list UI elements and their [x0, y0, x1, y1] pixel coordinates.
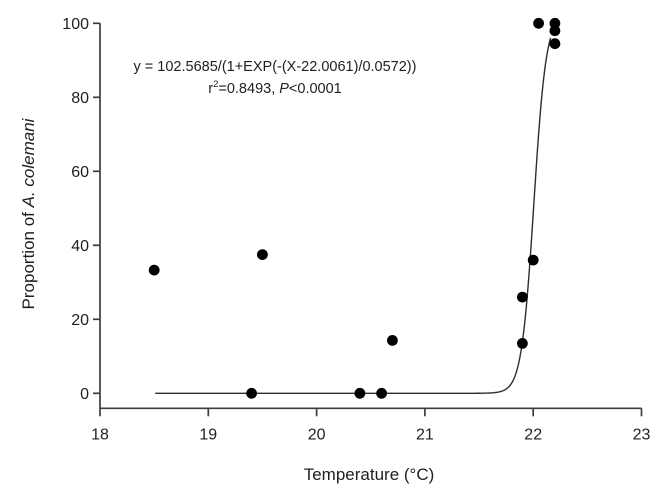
x-axis-title: Temperature (°C) [303, 465, 435, 484]
data-point-1 [246, 387, 257, 399]
y-tick-label-80: 80 [71, 90, 89, 107]
x-tick-label-18: 18 [91, 426, 109, 443]
y-tick-label-100: 100 [62, 16, 89, 33]
y-axis-title: Proportion of A. colemani [19, 119, 39, 310]
y-tick-label-20: 20 [71, 312, 89, 329]
y-tick-label-0: 0 [80, 386, 89, 403]
y-axis-title-text: Proportion of [19, 207, 38, 310]
data-points [148, 17, 561, 399]
r-superscript: 2 [213, 78, 219, 90]
fit-curve [155, 37, 552, 394]
axes: 18 19 20 21 22 23 0 20 40 60 80 100 [62, 16, 651, 443]
data-point-6 [517, 338, 528, 349]
data-point-3 [354, 387, 366, 399]
fit-stats-line: r2=0.8493, P<0.0001 [115, 79, 435, 101]
x-tick-label-19: 19 [199, 426, 217, 443]
data-point-5 [387, 335, 398, 346]
x-tick-label-20: 20 [308, 426, 326, 443]
y-tick-label-40: 40 [71, 238, 89, 255]
fit-curve-group [155, 37, 552, 394]
data-point-10 [549, 17, 561, 29]
y-axis-title-species: A. colemani [19, 118, 38, 208]
r-value: =0.8493, [218, 80, 280, 97]
data-point-4 [376, 387, 387, 399]
equation-annotation: y = 102.5685/(1+EXP(-(X-22.0061)/0.0572)… [115, 57, 435, 100]
data-point-11 [549, 25, 561, 37]
data-point-7 [517, 291, 528, 303]
p-symbol: P [279, 80, 289, 97]
r-symbol: r [208, 80, 214, 97]
data-point-12 [549, 38, 561, 50]
y-tick-label-60: 60 [71, 164, 89, 181]
data-point-9 [533, 17, 544, 29]
p-value: <0.0001 [288, 80, 342, 97]
data-point-8 [527, 254, 539, 266]
x-tick-label-22: 22 [524, 426, 542, 443]
x-tick-label-21: 21 [416, 426, 434, 443]
equation-line: y = 102.5685/(1+EXP(-(X-22.0061)/0.0572)… [133, 59, 417, 75]
x-tick-label-23: 23 [633, 426, 651, 443]
data-point-0 [148, 264, 160, 276]
data-point-2 [257, 249, 268, 260]
